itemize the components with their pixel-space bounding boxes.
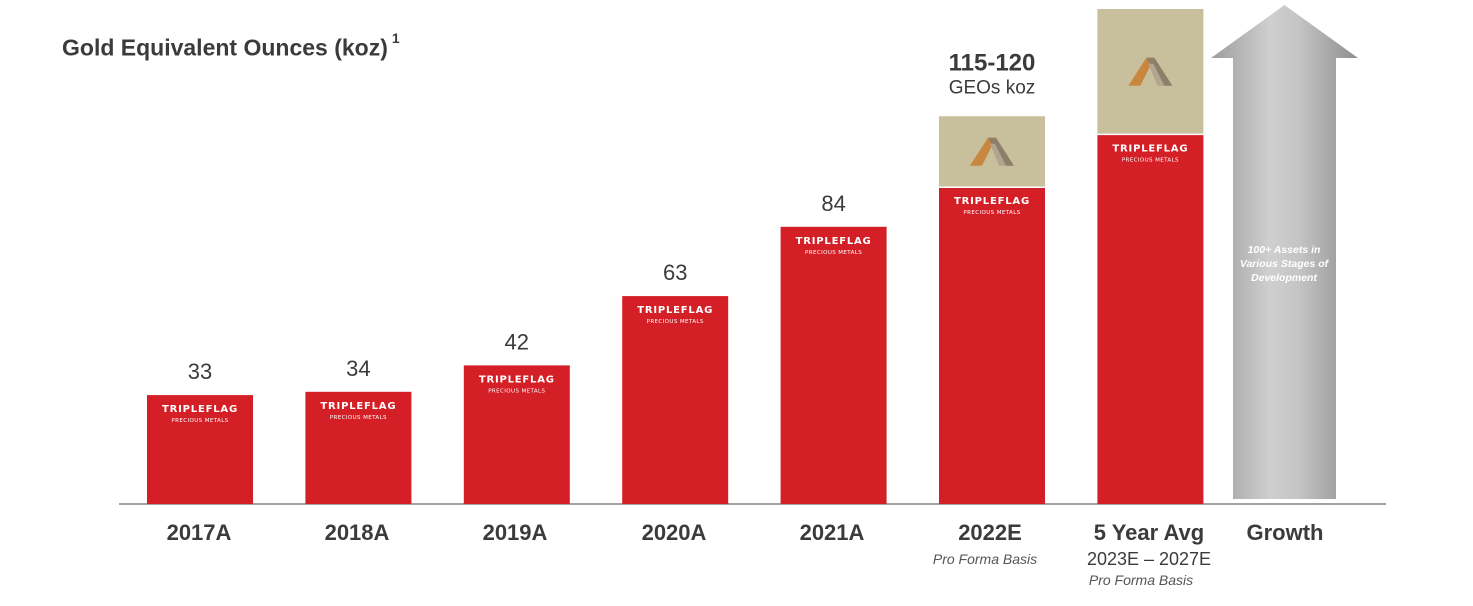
category-label-2017a: 2017A	[166, 520, 232, 545]
bar-2022e	[939, 187, 1045, 504]
bar-logo-subtitle: PRECIOUS METALS	[488, 388, 545, 394]
mountain-icon-left	[970, 137, 996, 166]
category-label-2021a: 2021A	[799, 520, 865, 545]
value-label-4: 84	[821, 191, 845, 216]
category-label-growth: Growth	[1246, 520, 1324, 545]
mountain-icon-mid	[990, 143, 1006, 166]
bar-logo-subtitle: PRECIOUS METALS	[647, 319, 704, 325]
value-label-5: 115-120	[949, 49, 1036, 76]
mountain-icon-left	[1128, 57, 1155, 86]
bar-2021a	[780, 226, 887, 505]
bar-logo-name: TRIPLEFLAG	[479, 374, 555, 385]
category-label-2020a: 2020A	[641, 520, 707, 545]
bar-logo-name: TRIPLEFLAG	[162, 404, 238, 415]
category-label-5-year-avg: 5 Year Avg	[1093, 520, 1205, 545]
value-label-1: 34	[346, 356, 370, 381]
value-unit-5: GEOs koz	[949, 77, 1036, 98]
value-label-2: 42	[505, 329, 529, 354]
bar-logo-name: TRIPLEFLAG	[637, 305, 713, 316]
title-footnote: 1	[391, 30, 400, 46]
bar-2017a	[147, 395, 253, 504]
note-2022e-pro-forma: Pro Forma Basis	[932, 551, 1038, 567]
mountain-icon-mid	[1148, 63, 1165, 86]
category-label-2019a: 2019A	[482, 520, 548, 545]
bar-2020a	[622, 296, 729, 504]
bar-logo-name: TRIPLEFLAG	[796, 236, 872, 247]
category-label-2022e: 2022E	[958, 520, 1022, 545]
bar-logo-name: TRIPLEFLAG	[320, 401, 396, 412]
chart-title-text: Gold Equivalent Ounces (koz)	[62, 34, 388, 61]
bar-logo-subtitle: PRECIOUS METALS	[1122, 157, 1179, 163]
value-label-0: 33	[188, 359, 212, 384]
category-label-2018a: 2018A	[324, 520, 390, 545]
note-5yr-pro-forma: Pro Forma Basis	[1088, 572, 1194, 588]
bar-extension-6	[1097, 9, 1204, 135]
bar-5-year-avg	[1097, 134, 1204, 504]
bar-logo-name: TRIPLEFLAG	[954, 196, 1030, 207]
bar-extension-5	[939, 116, 1045, 188]
bar-logo-subtitle: PRECIOUS METALS	[963, 210, 1020, 216]
bar-logo-subtitle: PRECIOUS METALS	[805, 250, 862, 256]
value-label-3: 63	[663, 260, 687, 285]
bar-logo-subtitle: PRECIOUS METALS	[171, 418, 228, 424]
growth-arrow	[1211, 5, 1358, 499]
growth-arrow-text: 100+ Assets in Various Stages of Develop…	[1239, 244, 1329, 284]
bar-2019a	[463, 365, 570, 504]
bar-logo-subtitle: PRECIOUS METALS	[330, 415, 387, 421]
chart-title: Gold Equivalent Ounces (koz) 1	[62, 30, 400, 62]
bar-2018a	[305, 391, 412, 504]
bar-logo-name: TRIPLEFLAG	[1112, 143, 1188, 154]
note-5yr-range: 2023E – 2027E	[1086, 549, 1212, 569]
